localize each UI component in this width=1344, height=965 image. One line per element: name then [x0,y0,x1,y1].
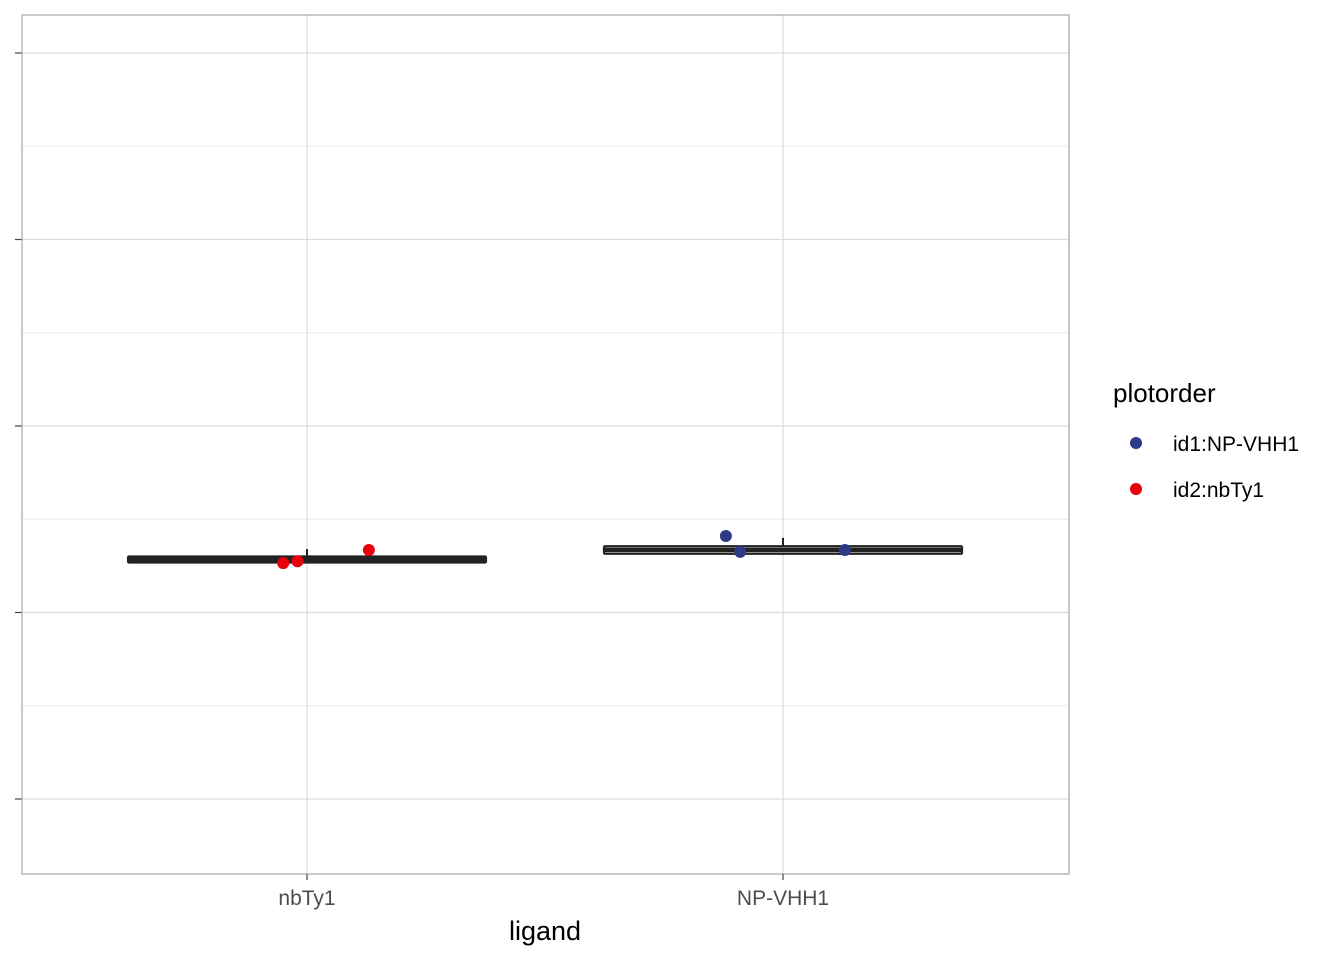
boxplot-layer [126,537,964,564]
x-tick-label: nbTy1 [278,887,335,910]
box-nbTy1 [126,549,488,564]
data-point [734,545,747,558]
data-point [719,530,732,543]
data-point [291,555,304,568]
data-point [277,557,290,570]
x-axis-tick-labels: nbTy1 NP-VHH1 [278,874,829,910]
data-point [362,544,375,557]
x-axis-title: ligand [509,916,581,946]
points-layer [277,530,851,570]
legend-label: id1:NP-VHH1 [1173,433,1299,456]
box-NP-VHH1 [602,537,964,555]
x-tick-label: NP-VHH1 [737,887,829,910]
legend-title: plotorder [1113,378,1216,408]
legend-key [1130,437,1142,449]
legend: plotorder id1:NP-VHH1 id2:nbTy1 [1113,378,1299,502]
legend-key [1130,483,1142,495]
grid-layer [22,15,1069,874]
y-axis-ticks [15,52,22,800]
legend-label: id2:nbTy1 [1173,479,1264,502]
plot-panel-border [21,14,1070,875]
data-point [838,544,851,557]
